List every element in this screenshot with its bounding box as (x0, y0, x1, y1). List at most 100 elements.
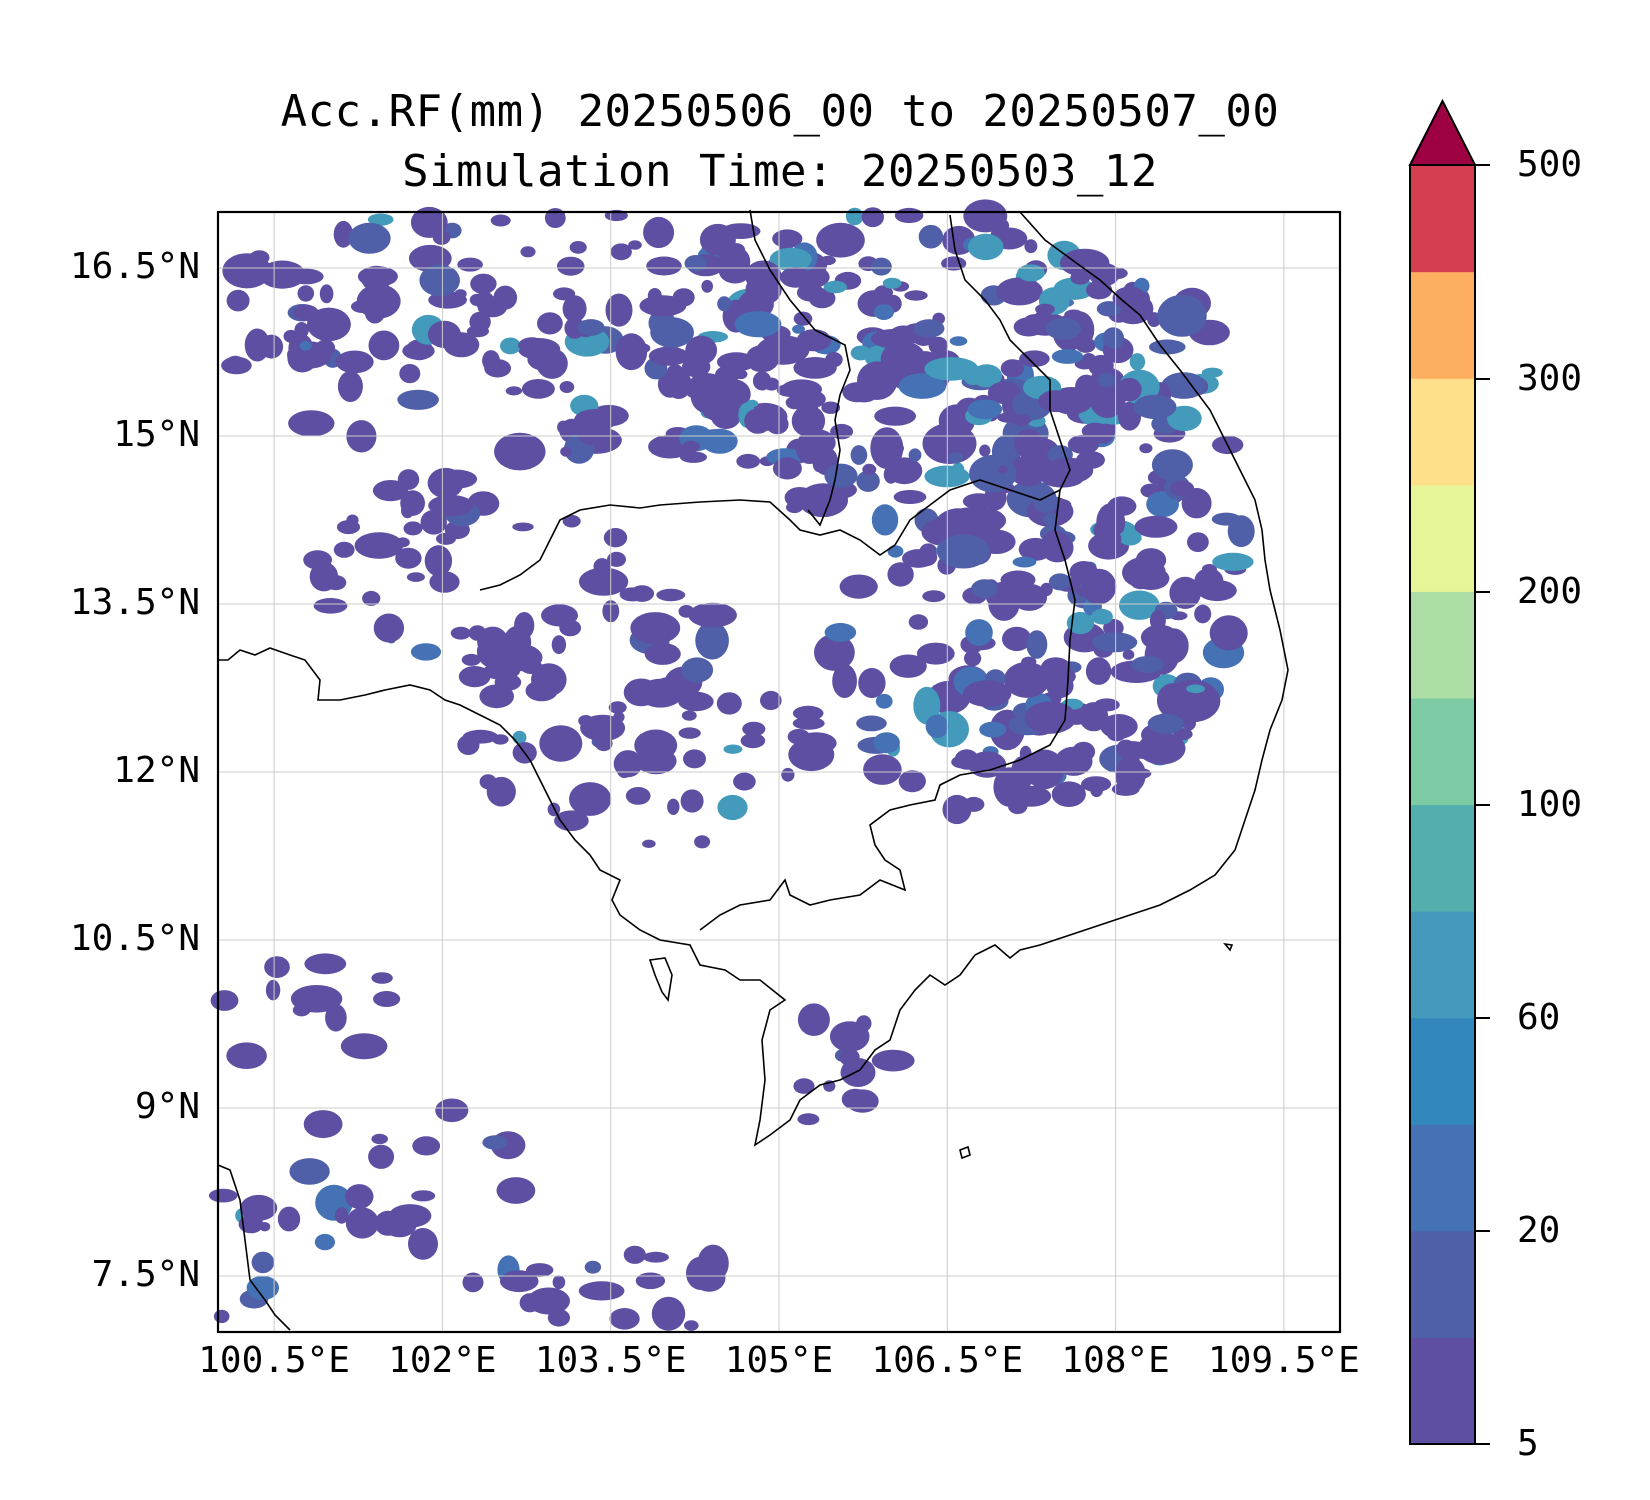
rain-patch (1194, 568, 1224, 594)
rain-patch (997, 465, 1008, 474)
colorbar-segment (1410, 271, 1475, 379)
rain-patch (680, 451, 707, 463)
lat-tick-label: 12°N (113, 750, 200, 791)
rain-patch (605, 293, 633, 327)
rain-patch (763, 377, 780, 391)
rain-patch (547, 1309, 571, 1327)
rain-patch (457, 257, 483, 272)
rain-patch (226, 355, 244, 369)
rain-patch (345, 1207, 379, 1239)
rain-patch (579, 567, 629, 596)
rain-patch (500, 337, 521, 355)
rain-patch (348, 222, 391, 254)
rain-patch (607, 551, 626, 568)
rain-patch (893, 490, 927, 504)
lon-tick-label: 108°E (1061, 1340, 1170, 1381)
rain-patch (356, 284, 401, 319)
rain-patch (462, 1272, 484, 1293)
rain-patch (793, 357, 837, 379)
rain-patch (1009, 676, 1029, 693)
rain-patch (716, 352, 756, 372)
rain-patch (918, 224, 944, 249)
rain-patch (496, 1177, 536, 1204)
rain-patch (733, 772, 756, 791)
rain-patch (1169, 576, 1201, 610)
rain-patch (505, 386, 523, 396)
rain-patch (264, 956, 290, 978)
rain-patch (1085, 657, 1112, 685)
rain-patch (238, 1215, 264, 1234)
rain-patch (490, 214, 511, 227)
rain-patch (925, 714, 949, 738)
rain-patch (1157, 294, 1207, 337)
rain-patch (650, 317, 694, 348)
rain-patch (340, 1033, 388, 1060)
rain-patch (429, 571, 460, 593)
rain-patch (780, 266, 811, 288)
rain-patch (792, 324, 805, 334)
rain-patch (608, 701, 627, 714)
rain-patch (450, 626, 471, 640)
colorbar-segment (1410, 1124, 1475, 1232)
colorbar-segment (1410, 697, 1475, 806)
rain-patch (1212, 552, 1254, 572)
rain-patch (292, 304, 319, 321)
rain-patch (354, 532, 404, 559)
rain-patch (937, 534, 990, 569)
rain-patch (362, 590, 381, 606)
rain-patch (791, 405, 826, 437)
rain-patch (792, 705, 824, 721)
rain-patch (716, 692, 742, 715)
colorbar-segment (1410, 591, 1475, 699)
lon-tick-label: 102°E (388, 1340, 497, 1381)
rain-patch (410, 643, 442, 661)
rain-patch (368, 330, 400, 361)
coastline-mainland (218, 211, 1289, 1147)
rain-patch (821, 401, 841, 414)
rain-patch (846, 1089, 879, 1113)
rain-patch (277, 1206, 301, 1232)
rain-patch (756, 335, 810, 365)
rain-patch (1117, 741, 1148, 760)
rain-patch (629, 585, 655, 602)
rain-patch (424, 545, 453, 577)
rain-patch (870, 427, 904, 469)
rain-patch (412, 1136, 441, 1156)
rain-patch (1009, 455, 1047, 487)
rain-patch (289, 268, 324, 285)
lat-tick-label: 7.5°N (91, 1254, 200, 1295)
rain-patch (628, 240, 642, 250)
rain-patch (494, 432, 546, 471)
rain-patch (1072, 741, 1096, 762)
rain-patch (470, 273, 497, 294)
rain-patch (428, 494, 474, 517)
rain-patch (625, 787, 651, 805)
rain-patch (814, 633, 855, 671)
rain-patch (373, 613, 405, 643)
rain-patch (1013, 317, 1044, 337)
rain-patch (1187, 532, 1209, 552)
rain-patch (410, 206, 448, 238)
lon-tick-label: 109.5°E (1208, 1340, 1360, 1381)
colorbar (1408, 98, 1477, 1445)
rain-patch (744, 408, 772, 434)
rain-patch (717, 794, 748, 821)
rain-patch (967, 399, 1003, 420)
rain-patch (559, 381, 575, 393)
rain-patch (635, 747, 677, 775)
rain-patch (1081, 422, 1110, 440)
rain-patch (319, 284, 334, 304)
rain-patch (875, 693, 893, 709)
rain-patch (996, 277, 1043, 306)
rain-patch (1102, 327, 1125, 349)
lat-tick-label: 15°N (113, 414, 200, 455)
rain-patch (610, 243, 632, 261)
rain-patch (461, 653, 481, 666)
rain-patch (297, 285, 315, 302)
rain-patch (560, 446, 572, 457)
rain-patch (760, 690, 782, 711)
rain-patch (819, 255, 836, 266)
rain-patch (1133, 394, 1177, 420)
rain-patch (898, 373, 947, 399)
rain-patch (1024, 239, 1038, 254)
